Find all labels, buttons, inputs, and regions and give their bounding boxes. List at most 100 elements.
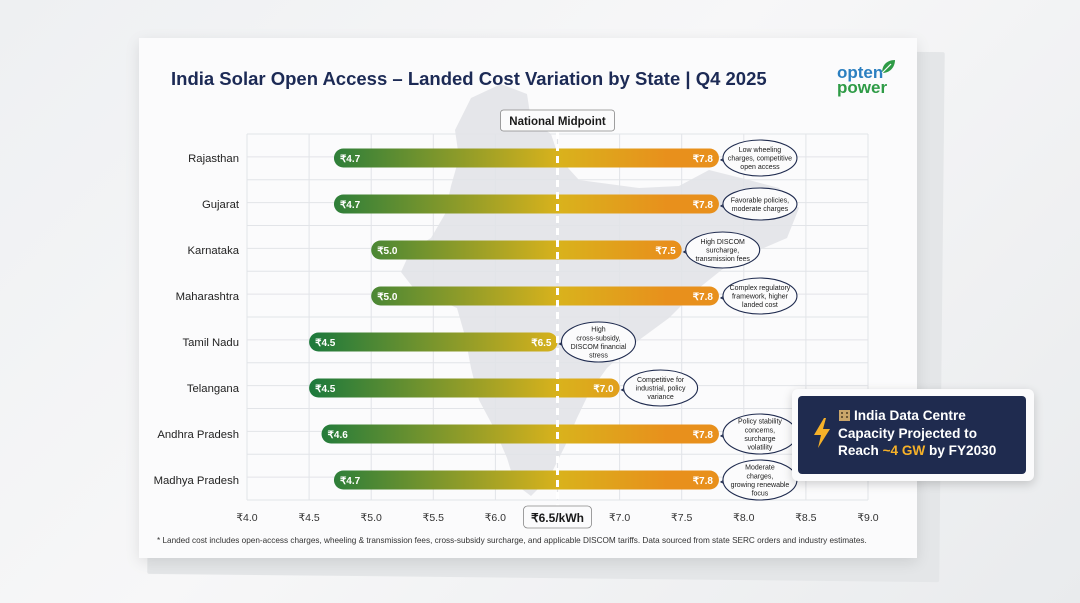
- annotation-bubble: [623, 369, 699, 407]
- callout-line3-post: by FY2030: [925, 443, 997, 458]
- range-bar: [309, 332, 558, 352]
- annotation-text: concerns,: [745, 427, 775, 434]
- range-bar-chart: Rajasthan ₹4.7 ₹7.8 Low wheeling charges, co…: [154, 84, 879, 529]
- x-tick-label: ₹8.5: [795, 512, 816, 524]
- range-bar: [371, 240, 682, 260]
- chart-card: India Solar Open Access – Landed Cost Va…: [139, 38, 917, 558]
- annotation-text: Policy stability: [738, 419, 782, 426]
- annotation-text: open access: [740, 164, 780, 171]
- annotation-bubble: [560, 321, 637, 363]
- x-tick-label: ₹6.0: [485, 512, 506, 524]
- high-value-label: ₹7.5: [655, 246, 676, 257]
- annotation-text: Competitive for: [637, 377, 685, 384]
- high-value-label: ₹7.8: [693, 154, 714, 165]
- leaf-icon: [881, 60, 895, 74]
- annotation-bubble: [722, 277, 798, 315]
- callout-line2: Capacity Projected to: [838, 425, 977, 441]
- midpoint-label-box: [500, 109, 615, 132]
- state-row: Andhra Pradesh ₹4.6 ₹7.8 Policy stabilityco…: [157, 413, 798, 455]
- annotation-text: moderate charges: [732, 206, 789, 213]
- low-value-label: ₹5.0: [377, 292, 398, 303]
- annotation-text: Moderate: [745, 465, 775, 472]
- data-centre-callout-inner: India Data Centre Capacity Projected to …: [798, 396, 1026, 474]
- low-value-label: ₹4.6: [328, 430, 349, 441]
- annotation-text: transmission fees: [695, 256, 750, 263]
- x-axis-ticks: ₹4.0 ₹4.5 ₹5.0 ₹5.5 ₹6.0 ₹6.5/kWh ₹7.0 ₹7.5 ₹8.0…: [236, 505, 879, 529]
- annotation-text: industrial, policy: [636, 386, 686, 393]
- midpoint-label: National Midpoint: [509, 116, 606, 128]
- low-value-label: ₹4.5: [315, 384, 336, 395]
- state-label: Gujarat: [202, 199, 240, 211]
- high-value-label: ₹7.8: [693, 430, 714, 441]
- annotation-text: surcharge: [744, 436, 775, 443]
- x-tick-label: ₹9.0: [857, 512, 878, 524]
- x-tick-label: ₹5.0: [361, 512, 382, 524]
- lightning-bolt-icon: [814, 418, 830, 448]
- state-row: Telangana ₹4.5 ₹7.0 Competitive for industri…: [187, 369, 699, 407]
- logo-line2: power: [837, 78, 888, 97]
- annotation-text: stress: [589, 353, 608, 360]
- footnote: * Landed cost includes open-access charg…: [157, 536, 867, 545]
- data-centre-callout-text: India Data Centre Capacity Projected to …: [838, 407, 1026, 460]
- state-label: Karnataka: [188, 245, 240, 257]
- annotation-text: landed cost: [742, 302, 778, 309]
- state-rows: Rajasthan ₹4.7 ₹7.8 Low wheeling charges, co…: [154, 139, 798, 501]
- annotation-bubble: [722, 139, 798, 177]
- low-value-label: ₹4.5: [315, 338, 336, 349]
- high-value-label: ₹7.8: [693, 476, 714, 487]
- state-label: Tamil Nadu: [182, 337, 239, 349]
- high-value-label: ₹7.8: [693, 200, 714, 211]
- annotation-text: High DISCOM: [701, 239, 746, 246]
- state-label: Rajasthan: [188, 153, 239, 165]
- state-row: Karnataka ₹5.0 ₹7.5 High DISCOM surcharge,tr…: [188, 231, 761, 269]
- annotation-text: Favorable policies,: [731, 197, 789, 204]
- state-row: Rajasthan ₹4.7 ₹7.8 Low wheeling charges, co…: [188, 139, 798, 177]
- annotation-bubble: [685, 231, 761, 269]
- annotation-text: volatility: [748, 445, 773, 452]
- state-label: Telangana: [187, 383, 240, 395]
- x-tick-label: ₹4.5: [298, 512, 319, 524]
- x-tick-label: ₹7.0: [609, 512, 630, 524]
- range-bar: [333, 148, 719, 168]
- annotation-text: DISCOM financial: [571, 344, 627, 351]
- logo-line1: opten: [837, 63, 884, 82]
- state-row: Gujarat ₹4.7 ₹7.8 Favorable policies, modera…: [202, 187, 798, 221]
- chart-title: India Solar Open Access – Landed Cost Va…: [171, 68, 767, 89]
- range-bar: [371, 286, 719, 306]
- high-value-label: ₹6.5: [531, 338, 552, 349]
- x-tick-label: ₹7.5: [671, 512, 692, 524]
- annotation-text: charges, competitive: [728, 156, 792, 163]
- callout-line3-pre: Reach: [838, 443, 883, 458]
- high-value-label: ₹7.8: [693, 292, 714, 303]
- x-tick-label: ₹6.5/kWh: [531, 511, 584, 525]
- annotation-text: framework, higher: [732, 294, 789, 301]
- annotation-text: Complex regulatory: [730, 285, 791, 292]
- annotation-text: growing renewable: [731, 482, 790, 489]
- data-centre-callout: India Data Centre Capacity Projected to …: [792, 389, 1034, 481]
- x-tick-label: ₹4.0: [236, 512, 257, 524]
- range-bar: [321, 424, 719, 444]
- annotation-bubble: [722, 187, 798, 221]
- annotation-text: Low wheeling: [739, 147, 782, 154]
- office-building-icon: [839, 410, 850, 421]
- callout-line1: India Data Centre: [854, 408, 966, 423]
- low-value-label: ₹4.7: [340, 154, 361, 165]
- state-row: Maharashtra ₹5.0 ₹7.8 Complex regulatory fra…: [176, 277, 798, 315]
- low-value-label: ₹5.0: [377, 246, 398, 257]
- range-bar: [333, 470, 719, 490]
- high-value-label: ₹7.0: [593, 384, 614, 395]
- optenpower-logo: opten power: [837, 60, 907, 104]
- low-value-label: ₹4.7: [340, 476, 361, 487]
- x-tick-label: ₹5.5: [423, 512, 444, 524]
- state-label: Maharashtra: [176, 291, 240, 303]
- state-label: Andhra Pradesh: [157, 429, 239, 441]
- annotation-text: charges,: [747, 473, 774, 480]
- annotation-text: focus: [752, 491, 769, 498]
- midpoint-axis-box: [523, 505, 592, 529]
- annotation-text: surcharge,: [706, 248, 739, 255]
- x-tick-label: ₹8.0: [733, 512, 754, 524]
- annotation-text: cross-subsidy,: [576, 335, 620, 342]
- annotation-text: High: [591, 327, 606, 334]
